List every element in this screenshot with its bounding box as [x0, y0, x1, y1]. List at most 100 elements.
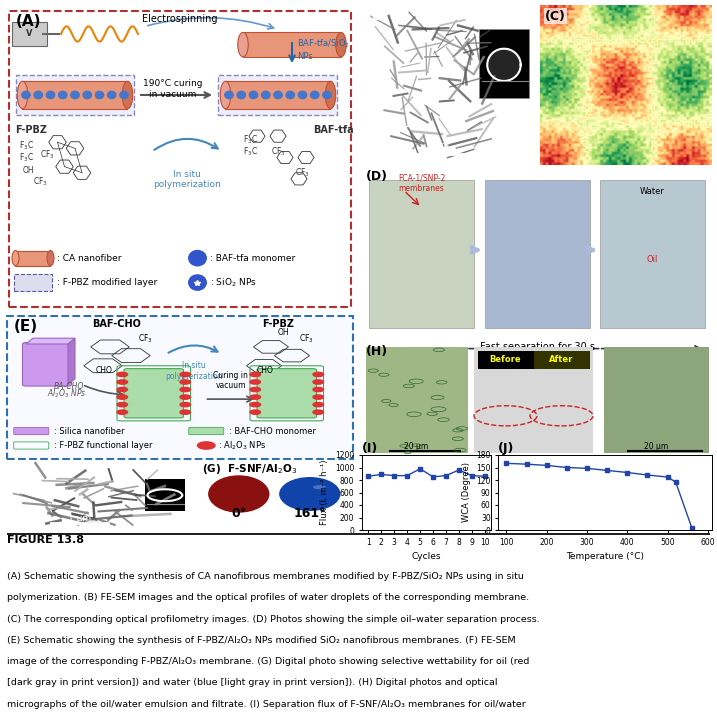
Text: 20 μm: 20 μm	[644, 441, 668, 451]
Circle shape	[71, 91, 79, 99]
Text: 161°: 161°	[293, 507, 326, 520]
Circle shape	[180, 387, 191, 392]
Text: After: After	[549, 355, 574, 364]
Text: (C) The corresponding optical profilometry images. (D) Photos showing the simple: (C) The corresponding optical profilomet…	[7, 615, 540, 624]
Polygon shape	[26, 338, 75, 344]
Text: [dark gray in print version]) and water (blue [light gray in print version]). (H: [dark gray in print version]) and water …	[7, 678, 498, 688]
FancyBboxPatch shape	[485, 180, 589, 328]
Text: F$_3$C: F$_3$C	[19, 151, 34, 164]
Text: (E) Schematic showing the synthesis of F-PBZ/Al₂O₃ NPs modified SiO₂ nanofibrous: (E) Schematic showing the synthesis of F…	[7, 636, 516, 645]
Circle shape	[117, 380, 128, 384]
FancyBboxPatch shape	[145, 479, 185, 511]
Circle shape	[237, 91, 245, 99]
Circle shape	[180, 395, 191, 400]
Circle shape	[95, 91, 104, 99]
Circle shape	[313, 387, 323, 392]
Circle shape	[189, 251, 206, 266]
Circle shape	[274, 91, 282, 99]
Circle shape	[117, 402, 128, 407]
Text: (H): (H)	[366, 346, 388, 359]
Ellipse shape	[220, 81, 231, 109]
Text: F$_3$C: F$_3$C	[243, 133, 258, 145]
Ellipse shape	[47, 251, 54, 266]
Text: CF$_3$: CF$_3$	[33, 176, 48, 189]
X-axis label: Cycles: Cycles	[412, 552, 442, 561]
Ellipse shape	[279, 477, 341, 511]
Text: In situ
polymerization: In situ polymerization	[165, 361, 223, 381]
Text: (D): (D)	[366, 170, 387, 183]
Circle shape	[313, 410, 323, 414]
Text: Water: Water	[640, 186, 665, 196]
Text: (F): (F)	[11, 462, 31, 475]
Circle shape	[83, 91, 92, 99]
Circle shape	[180, 410, 191, 414]
Circle shape	[313, 372, 323, 377]
Text: V: V	[27, 30, 33, 38]
Circle shape	[180, 380, 191, 384]
Ellipse shape	[313, 485, 326, 490]
Bar	[16, 251, 50, 266]
FancyBboxPatch shape	[479, 29, 529, 99]
Text: Al$_2$O$_3$ NPs: Al$_2$O$_3$ NPs	[47, 387, 87, 400]
FancyBboxPatch shape	[219, 75, 338, 114]
Text: : SiO$_2$ NPs: : SiO$_2$ NPs	[210, 276, 257, 289]
Text: FIGURE 13.8: FIGURE 13.8	[7, 535, 84, 545]
FancyBboxPatch shape	[257, 369, 316, 418]
Text: OH: OH	[22, 166, 34, 175]
Circle shape	[117, 395, 128, 400]
Circle shape	[180, 402, 191, 407]
Text: : Al$_2$O$_3$ NPs: : Al$_2$O$_3$ NPs	[219, 439, 267, 451]
Text: BAF-tfa/SiO$_2$
NPs: BAF-tfa/SiO$_2$ NPs	[298, 37, 350, 60]
Text: F$_3$C: F$_3$C	[19, 140, 34, 152]
Y-axis label: WCA (Degree): WCA (Degree)	[462, 462, 470, 523]
Text: (A) Schematic showing the synthesis of CA nanofibrous membranes modified by F-PB: (A) Schematic showing the synthesis of C…	[7, 572, 524, 581]
Text: BAF-CHO: BAF-CHO	[92, 320, 141, 329]
FancyBboxPatch shape	[124, 369, 184, 418]
Circle shape	[117, 372, 128, 377]
Circle shape	[313, 395, 323, 400]
Text: : F-PBZ functional layer: : F-PBZ functional layer	[54, 441, 153, 450]
Text: micrographs of the oil/water emulsion and filtrate. (I) Separation flux of F-SNF: micrographs of the oil/water emulsion an…	[7, 700, 526, 708]
Circle shape	[323, 91, 331, 99]
Text: : F-PBZ modified layer: : F-PBZ modified layer	[57, 278, 158, 287]
Circle shape	[286, 91, 295, 99]
Text: CF$_3$: CF$_3$	[271, 145, 286, 158]
Text: 1 μm: 1 μm	[426, 141, 449, 150]
FancyBboxPatch shape	[369, 180, 474, 328]
FancyBboxPatch shape	[478, 351, 533, 369]
Text: : BAF-tfa monomer: : BAF-tfa monomer	[210, 253, 295, 263]
Bar	[22, 81, 128, 109]
Text: FCA-1/SNP-2
membranes: FCA-1/SNP-2 membranes	[398, 174, 445, 193]
Text: (J): (J)	[498, 442, 515, 455]
FancyBboxPatch shape	[533, 351, 589, 369]
Ellipse shape	[326, 81, 336, 109]
Circle shape	[34, 91, 42, 99]
Text: 1 μm: 1 μm	[68, 514, 91, 523]
Ellipse shape	[12, 251, 19, 266]
Text: image of the corresponding F-PBZ/Al₂O₃ membrane. (G) Digital photo showing selec: image of the corresponding F-PBZ/Al₂O₃ m…	[7, 657, 530, 666]
Bar	[243, 32, 341, 57]
Text: F-PBZ: F-PBZ	[262, 320, 294, 329]
Text: : CA nanofiber: : CA nanofiber	[57, 253, 122, 263]
Text: 20 μm: 20 μm	[404, 441, 428, 451]
Circle shape	[108, 91, 116, 99]
Text: (C): (C)	[545, 10, 566, 23]
Text: In situ
polymerization: In situ polymerization	[153, 170, 221, 189]
Text: CF$_3$: CF$_3$	[40, 148, 54, 161]
Polygon shape	[488, 49, 521, 81]
Text: (G)  F-SNF/Al$_2$O$_3$: (G) F-SNF/Al$_2$O$_3$	[201, 462, 297, 476]
Circle shape	[313, 380, 323, 384]
Circle shape	[117, 387, 128, 392]
Ellipse shape	[123, 81, 133, 109]
Text: Oil: Oil	[647, 255, 658, 264]
Circle shape	[313, 402, 323, 407]
Text: F$_3$C: F$_3$C	[243, 145, 258, 158]
Y-axis label: Flux (L m⁻² h⁻¹): Flux (L m⁻² h⁻¹)	[320, 460, 329, 526]
Text: Before: Before	[490, 355, 521, 364]
Text: (A): (A)	[16, 14, 41, 29]
FancyBboxPatch shape	[189, 428, 224, 435]
Text: CHO: CHO	[96, 366, 113, 375]
FancyBboxPatch shape	[9, 11, 351, 307]
Text: CHO: CHO	[257, 366, 274, 375]
Circle shape	[189, 275, 206, 290]
